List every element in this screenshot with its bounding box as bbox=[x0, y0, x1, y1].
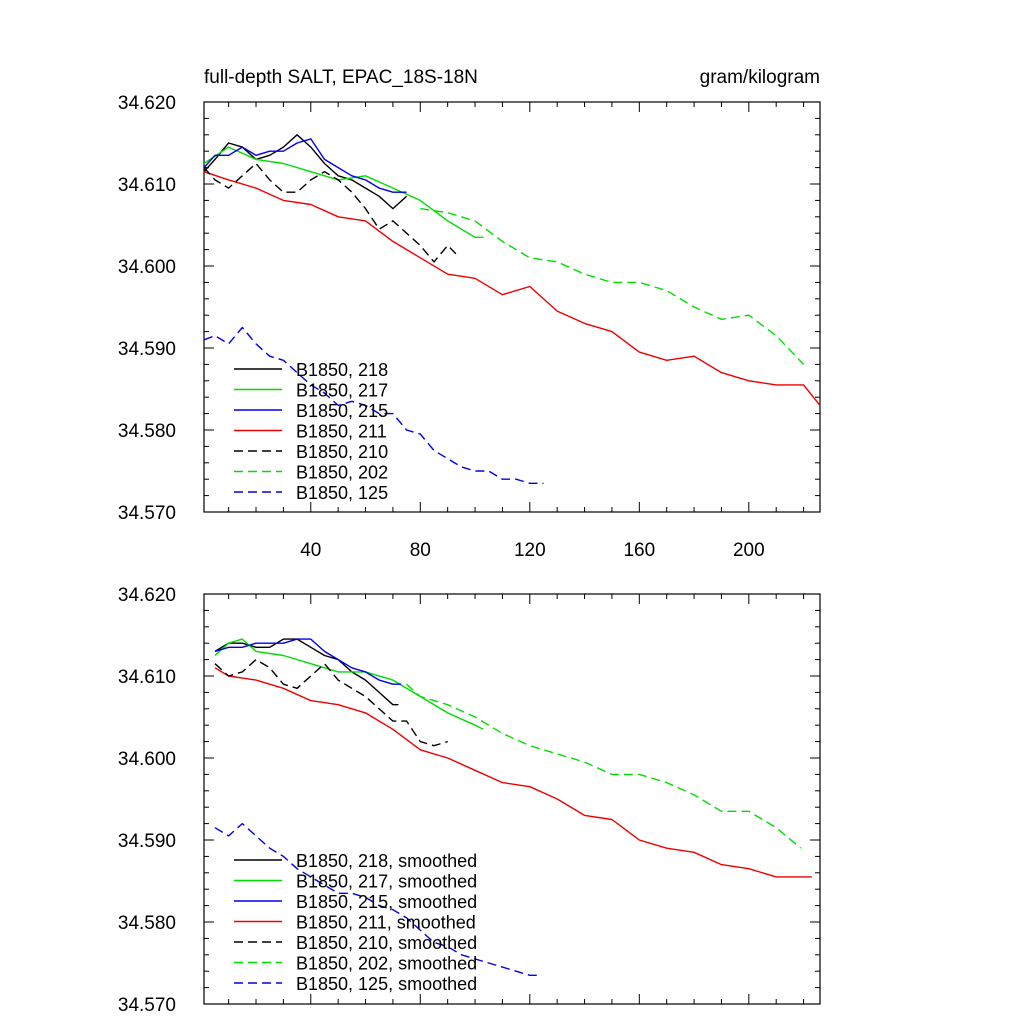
y-tick-label: 34.600 bbox=[118, 749, 176, 770]
series-line bbox=[406, 683, 802, 849]
legend-label: B1850, 218, smoothed bbox=[296, 851, 477, 871]
y-tick-label: 34.620 bbox=[118, 93, 176, 114]
series-line bbox=[214, 667, 812, 878]
x-tick-label: 80 bbox=[410, 540, 431, 561]
chart-title: full-depth SALT, EPAC_18S-18N bbox=[204, 67, 478, 88]
legend-label: B1850, 125, smoothed bbox=[296, 974, 477, 994]
series-line bbox=[203, 146, 484, 239]
series-line bbox=[214, 638, 399, 706]
y-tick-label: 34.590 bbox=[118, 831, 176, 852]
series-line bbox=[203, 171, 821, 406]
series-line bbox=[214, 822, 541, 976]
series-line bbox=[203, 326, 544, 484]
y-tick-label: 34.610 bbox=[118, 667, 176, 688]
legend-label: B1850, 125 bbox=[296, 483, 388, 503]
y-tick-label: 34.590 bbox=[118, 339, 176, 360]
legend-label: B1850, 215, smoothed bbox=[296, 892, 477, 912]
series-line bbox=[214, 638, 484, 730]
legend-label: B1850, 215 bbox=[296, 401, 388, 421]
x-tick-label: 40 bbox=[300, 540, 321, 561]
legend-label: B1850, 218 bbox=[296, 360, 388, 380]
legend-label: B1850, 202 bbox=[296, 463, 388, 483]
y-tick-label: 34.580 bbox=[118, 421, 176, 442]
top-panel: full-depth SALT, EPAC_18S-18N gram/kilog… bbox=[118, 67, 821, 561]
x-tick-label: 160 bbox=[623, 540, 655, 561]
series-line bbox=[214, 638, 402, 685]
y-tick-label: 34.600 bbox=[118, 257, 176, 278]
legend-label: B1850, 211, smoothed bbox=[296, 913, 476, 933]
plot-area: 40 80 120 160 200 34.570 34.580 34.590 34.600 34.… bbox=[118, 93, 821, 561]
x-tick-label: 120 bbox=[514, 540, 546, 561]
series-line bbox=[203, 162, 457, 263]
y-tick-label: 34.620 bbox=[118, 585, 176, 606]
legend-label: B1850, 210, smoothed bbox=[296, 933, 477, 953]
legend-label: B1850, 202, smoothed bbox=[296, 954, 477, 974]
series-line bbox=[203, 138, 407, 193]
series-line bbox=[214, 658, 448, 747]
x-tick-label: 200 bbox=[733, 540, 765, 561]
plot-area: 34.570 34.580 34.590 34.600 34.610 34.620 B185… bbox=[118, 585, 821, 1016]
legend-label: B1850, 211 bbox=[296, 422, 387, 442]
legend-label: B1850, 210 bbox=[296, 442, 388, 462]
plot-frame bbox=[203, 101, 821, 513]
y-tick-label: 34.570 bbox=[118, 995, 176, 1016]
series-line bbox=[203, 134, 408, 210]
plot-frame bbox=[203, 593, 821, 1005]
y-tick-label: 34.610 bbox=[118, 175, 176, 196]
legend-label: B1850, 217 bbox=[296, 381, 388, 401]
bottom-panel: 34.570 34.580 34.590 34.600 34.610 34.620 B185… bbox=[118, 585, 821, 1016]
series-line bbox=[420, 207, 805, 365]
y-tick-label: 34.580 bbox=[118, 913, 176, 934]
legend-label: B1850, 217, smoothed bbox=[296, 872, 477, 892]
y-tick-label: 34.570 bbox=[118, 503, 176, 524]
chart-units: gram/kilogram bbox=[700, 67, 820, 88]
